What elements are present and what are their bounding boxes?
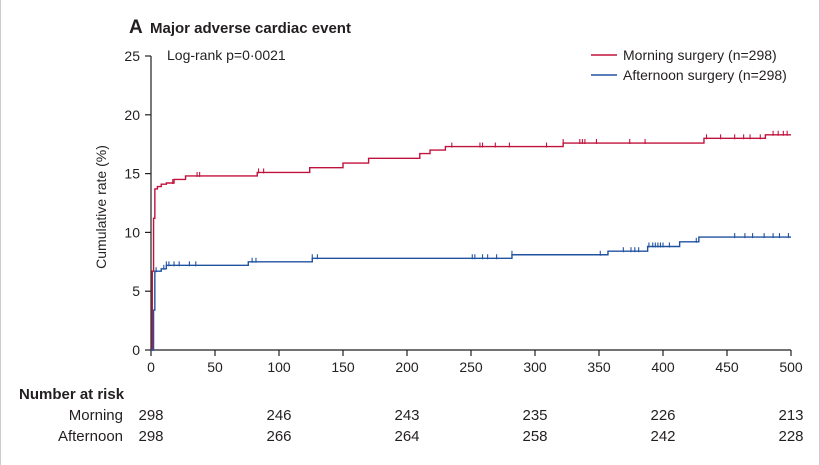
km-step-line xyxy=(151,236,791,351)
legend: Morning surgery (n=298) Afternoon surgery… xyxy=(591,47,787,83)
y-tick-label: 5 xyxy=(132,283,140,299)
y-tick-label: 25 xyxy=(124,48,140,64)
series-layer xyxy=(151,130,791,351)
x-tick-label: 0 xyxy=(147,359,155,375)
risk-count: 242 xyxy=(650,428,675,445)
y-tick-label: 20 xyxy=(124,107,140,123)
risk-row-label: Morning xyxy=(69,407,123,424)
legend-label: Morning surgery (n=298) xyxy=(623,47,777,63)
x-tick-label: 350 xyxy=(587,359,611,375)
chart-title: Major adverse cardiac event xyxy=(150,20,351,37)
y-tick-label: 10 xyxy=(124,224,140,240)
x-tick-label: 250 xyxy=(459,359,483,375)
legend-label: Afternoon surgery (n=298) xyxy=(623,67,787,83)
panel-letter: A xyxy=(129,17,143,38)
risk-count: 243 xyxy=(394,407,419,424)
risk-row-label: Afternoon xyxy=(58,428,123,445)
x-tick-label: 300 xyxy=(523,359,547,375)
y-tick-label: 0 xyxy=(132,342,140,358)
risk-count: 228 xyxy=(778,428,803,445)
risk-count: 264 xyxy=(394,428,419,445)
y-axis-label: Cumulative rate (%) xyxy=(93,145,109,269)
risk-count: 298 xyxy=(138,428,163,445)
risk-count: 298 xyxy=(138,407,163,424)
risk-count: 235 xyxy=(522,407,547,424)
risk-count: 266 xyxy=(266,428,291,445)
risk-count: 246 xyxy=(266,407,291,424)
x-tick-label: 50 xyxy=(207,359,223,375)
x-tick-label: 450 xyxy=(715,359,739,375)
x-tick-label: 100 xyxy=(267,359,291,375)
risk-count: 258 xyxy=(522,428,547,445)
risk-table: Number at risk Morning 298 246 243 235 226 213 A… xyxy=(19,386,804,445)
x-tick-label: 400 xyxy=(651,359,675,375)
risk-table-title: Number at risk xyxy=(19,386,125,403)
x-tick-label: 150 xyxy=(331,359,355,375)
x-tick-label: 500 xyxy=(779,359,803,375)
series-afternoon xyxy=(151,233,791,351)
risk-count: 213 xyxy=(778,407,803,424)
km-step-line xyxy=(151,134,791,351)
x-tick-label: 200 xyxy=(395,359,419,375)
risk-count: 226 xyxy=(650,407,675,424)
series-morning xyxy=(151,130,791,351)
logrank-annotation: Log-rank p=0·0021 xyxy=(167,47,286,63)
y-tick-label: 15 xyxy=(124,166,140,182)
